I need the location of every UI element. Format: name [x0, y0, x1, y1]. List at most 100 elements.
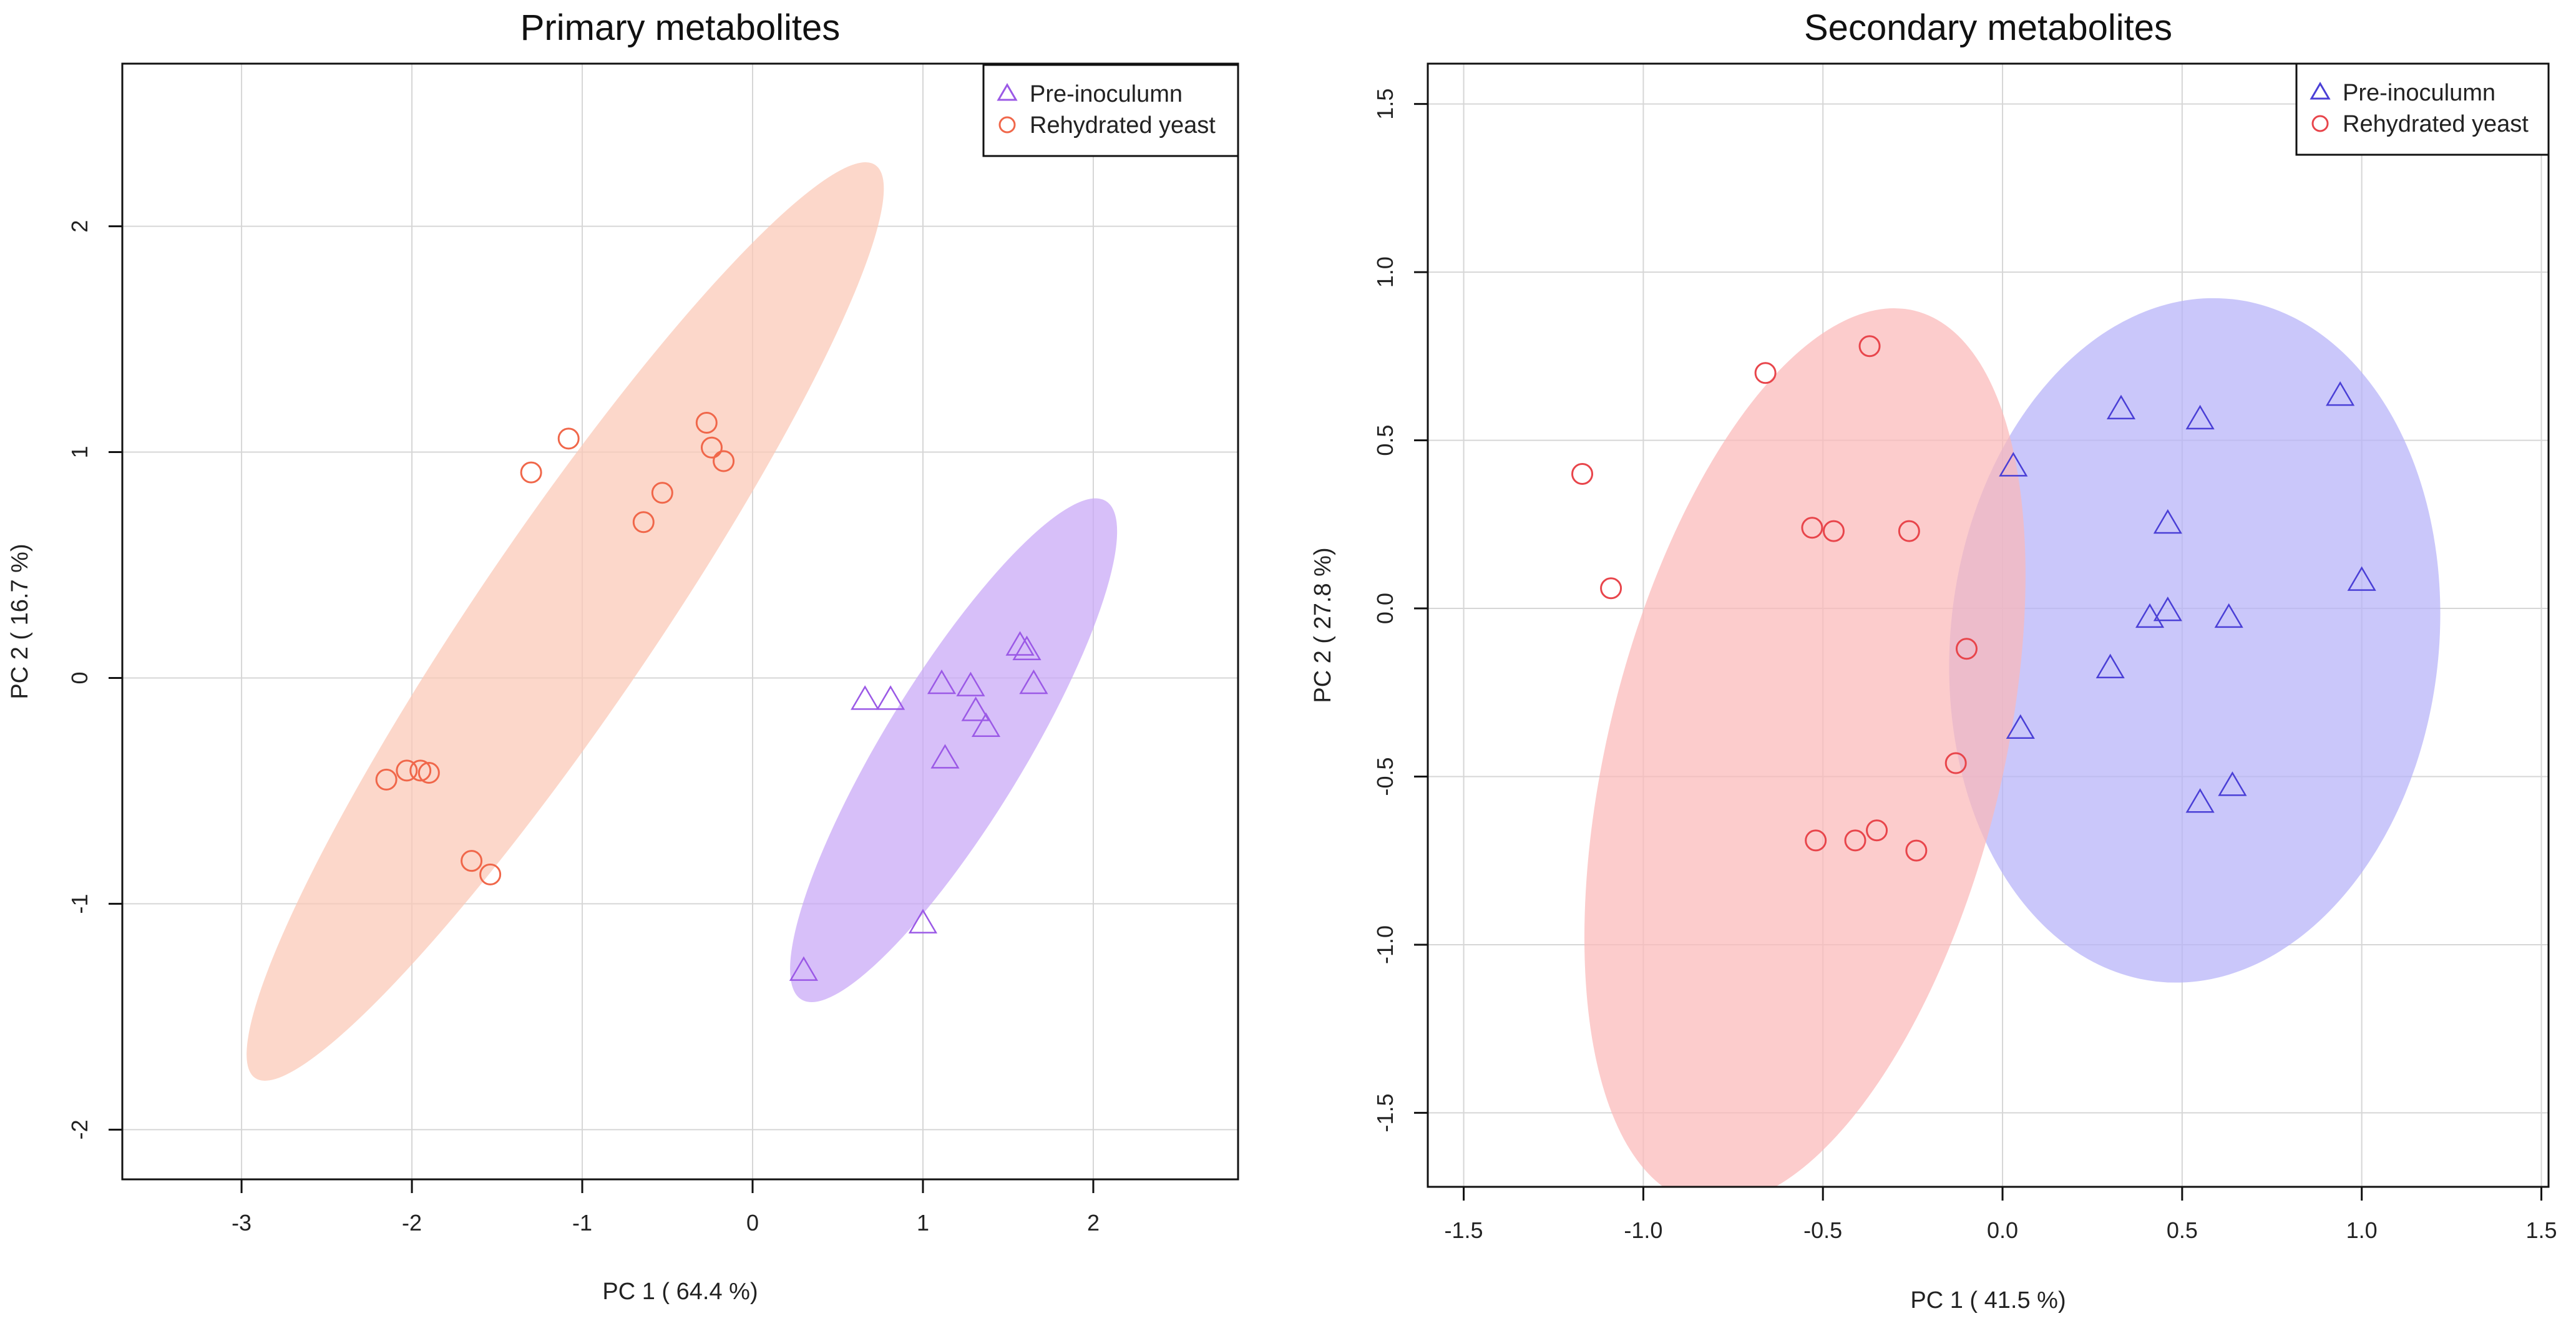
point-rehydrated-yeast [1955, 638, 1978, 660]
confidence-ellipse-pre-inoculumn [790, 498, 1118, 1002]
y-tick-label: 0.5 [1372, 425, 1398, 456]
point-rehydrated-yeast [1805, 829, 1827, 852]
point-rehydrated-yeast [520, 461, 542, 484]
legend-box [982, 64, 1239, 157]
x-tick-label: -1.0 [1624, 1217, 1662, 1243]
point-pre-inoculumn [2006, 714, 2035, 739]
x-tick-label: 2 [1087, 1210, 1100, 1236]
point-rehydrated-yeast [1944, 752, 1967, 774]
point-pre-inoculumn [876, 685, 905, 710]
point-rehydrated-yeast [695, 411, 718, 434]
point-pre-inoculumn [2135, 603, 2165, 628]
x-tick-label: 1.5 [2525, 1217, 2557, 1243]
point-pre-inoculumn [930, 744, 960, 769]
legend-label: Rehydrated yeast [1030, 112, 1216, 139]
y-tick-label: 0 [67, 671, 92, 684]
point-rehydrated-yeast [701, 436, 723, 459]
point-rehydrated-yeast [417, 762, 440, 784]
point-rehydrated-yeast [1844, 829, 1866, 852]
secondary-metabolites-chart: Secondary metabolites -1.5 -1.0 -0.5 0.0 0.5 1… [1310, 7, 2557, 1314]
point-rehydrated-yeast [396, 759, 418, 782]
y-tick-label: -1.0 [1372, 925, 1398, 964]
x-tick-label: -0.5 [1803, 1217, 1842, 1243]
y-axis-label: PC 2 ( 16.7 %) [7, 544, 33, 699]
x-axis-label: PC 1 ( 41.5 %) [1910, 1287, 2066, 1314]
y-tick-label: 0.0 [1372, 593, 1398, 624]
y-tick-label: 1.5 [1372, 89, 1398, 120]
legend-triangle-icon [997, 83, 1018, 101]
point-rehydrated-yeast [375, 768, 398, 791]
x-tick-label: 0.5 [2167, 1217, 2198, 1243]
legend-label: Pre-inoculumn [1030, 81, 1183, 107]
point-pre-inoculumn [2185, 404, 2215, 430]
chart-title: Secondary metabolites [1804, 7, 2172, 48]
point-rehydrated-yeast [1866, 819, 1888, 842]
point-pre-inoculumn [927, 669, 957, 695]
point-rehydrated-yeast [1571, 462, 1594, 485]
primary-metabolites-chart: Primary metabolites -3 -2 -1 0 1 2 -2 -1 0 1 2 PC 1 … [7, 7, 1239, 1305]
x-tick-label: -1 [572, 1210, 592, 1236]
confidence-ellipse-rehydrated-yeast [246, 162, 884, 1081]
point-rehydrated-yeast [557, 427, 580, 450]
y-tick-label: -1 [67, 894, 92, 914]
legend-label: Pre-inoculumn [2343, 80, 2496, 106]
point-rehydrated-yeast [1898, 520, 1920, 542]
point-pre-inoculumn [2153, 596, 2182, 622]
point-rehydrated-yeast [1801, 517, 1823, 539]
point-pre-inoculumn [2106, 394, 2136, 419]
x-tick-label: 0 [746, 1210, 759, 1236]
point-pre-inoculumn [2347, 566, 2376, 591]
point-pre-inoculumn [1019, 669, 1048, 695]
point-rehydrated-yeast [651, 482, 673, 504]
point-pre-inoculumn [956, 671, 985, 696]
point-rehydrated-yeast [409, 759, 432, 782]
y-tick-label: 1 [67, 446, 92, 459]
point-rehydrated-yeast [1754, 362, 1777, 384]
x-tick-label: -1.5 [1445, 1217, 1483, 1243]
legend-label: Rehydrated yeast [2343, 111, 2529, 137]
legend-box [2295, 62, 2550, 156]
plot-frame [1427, 62, 2550, 1188]
x-tick-label: 1 [917, 1210, 929, 1236]
point-rehydrated-yeast [713, 450, 735, 472]
point-pre-inoculumn [1012, 635, 1042, 660]
point-pre-inoculumn [1005, 631, 1035, 656]
legend: Pre-inoculumn Rehydrated yeast [982, 64, 1239, 157]
point-rehydrated-yeast [1905, 839, 1928, 862]
y-tick-label: -2 [67, 1119, 92, 1139]
point-rehydrated-yeast [1822, 520, 1845, 542]
y-axis-label: PC 2 ( 27.8 %) [1310, 547, 1336, 703]
legend-triangle-icon [2310, 82, 2331, 100]
point-pre-inoculumn [2214, 603, 2243, 628]
y-tick-label: 1.0 [1372, 256, 1398, 288]
point-rehydrated-yeast [479, 863, 502, 885]
point-rehydrated-yeast [1858, 335, 1881, 358]
legend-circle-icon [2311, 115, 2329, 132]
point-pre-inoculumn [2218, 771, 2247, 796]
point-rehydrated-yeast [1600, 577, 1622, 600]
chart-title: Primary metabolites [520, 7, 840, 48]
confidence-ellipse-rehydrated-yeast [1584, 308, 2026, 1187]
point-pre-inoculumn [971, 712, 1001, 738]
x-tick-label: -3 [232, 1210, 251, 1236]
plot-frame [121, 62, 1239, 1181]
point-pre-inoculumn [2326, 381, 2355, 406]
point-pre-inoculumn [789, 956, 818, 981]
x-tick-label: 1.0 [2346, 1217, 2378, 1243]
point-pre-inoculumn [2153, 509, 2182, 534]
point-pre-inoculumn [2185, 788, 2215, 813]
x-axis-label: PC 1 ( 64.4 %) [602, 1279, 758, 1305]
point-pre-inoculumn [961, 696, 990, 721]
x-tick-label: -2 [402, 1210, 422, 1236]
x-tick-label: 0.0 [1987, 1217, 2018, 1243]
y-tick-label: -1.5 [1372, 1093, 1398, 1132]
point-rehydrated-yeast [461, 850, 483, 872]
legend-circle-icon [998, 116, 1016, 134]
point-pre-inoculumn [908, 909, 938, 933]
point-pre-inoculumn [851, 685, 880, 710]
y-tick-label: 2 [67, 220, 92, 233]
point-pre-inoculumn [1999, 452, 2028, 477]
confidence-ellipse-pre-inoculumn [1949, 298, 2441, 983]
y-tick-label: -0.5 [1372, 757, 1398, 796]
point-rehydrated-yeast [632, 511, 655, 534]
